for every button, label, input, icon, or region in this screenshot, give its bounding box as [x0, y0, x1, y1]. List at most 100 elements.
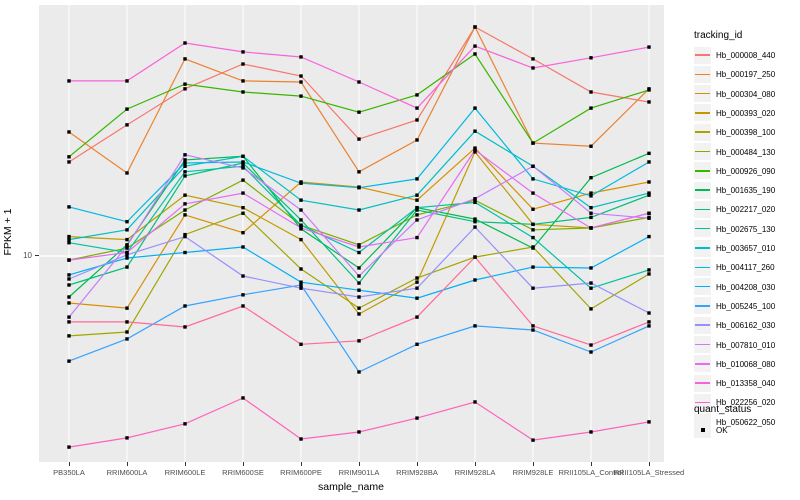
data-point — [531, 222, 535, 227]
data-point — [415, 218, 419, 222]
data-point — [473, 25, 477, 29]
data-point — [415, 416, 419, 420]
data-point — [299, 286, 303, 290]
data-point — [531, 246, 535, 250]
data-point — [415, 198, 419, 202]
data-point — [473, 197, 477, 201]
data-point — [241, 166, 245, 170]
data-point — [357, 110, 361, 114]
data-point — [531, 438, 535, 442]
data-point — [647, 324, 651, 328]
legend-key-swatch — [694, 85, 711, 103]
data-point — [357, 312, 361, 316]
data-point — [67, 301, 71, 305]
data-point — [125, 171, 129, 175]
data-point — [647, 100, 651, 104]
data-point — [183, 57, 187, 61]
data-point — [589, 226, 593, 230]
data-point — [647, 272, 651, 276]
data-point — [67, 155, 71, 159]
x-tick-label-RRIM600PE: RRIM600PE — [280, 468, 322, 477]
data-point — [473, 150, 477, 154]
x-tick-label-RRIM600LE: RRIM600LE — [164, 468, 206, 477]
data-point — [299, 55, 303, 59]
x-tick-label-RRIM600LA: RRIM600LA — [106, 468, 148, 477]
legend-line-sample — [695, 266, 710, 269]
data-point — [125, 306, 129, 310]
data-point — [415, 106, 419, 110]
data-point — [473, 200, 477, 205]
data-point — [241, 90, 245, 94]
data-point — [647, 180, 651, 184]
data-point — [299, 80, 303, 84]
data-point — [531, 57, 535, 61]
data-point — [299, 198, 303, 202]
legend-item-label: Hb_000197_250 — [716, 70, 776, 80]
data-point — [531, 164, 535, 168]
data-point — [357, 339, 361, 343]
legend-item-label: Hb_000304_080 — [716, 89, 776, 99]
data-point — [647, 420, 651, 424]
data-point — [183, 304, 187, 308]
legend-title-quant-status: quant_status — [694, 404, 752, 415]
x-tick-label-RRIM901LA: RRIM901LA — [338, 468, 380, 477]
data-point — [299, 181, 303, 185]
data-point — [589, 211, 593, 215]
legend-line-sample — [695, 150, 710, 153]
x-tick-mark — [69, 462, 70, 466]
legend-item-label: Hb_010068_080 — [716, 359, 776, 369]
legend-key-swatch — [694, 278, 711, 296]
legend-item-label: Hb_004208_030 — [716, 282, 776, 292]
data-point — [299, 237, 303, 242]
data-point — [589, 430, 593, 434]
legend-key-swatch — [694, 220, 711, 238]
data-point — [647, 160, 651, 164]
x-tick-label-RRIM600SE: RRIM600SE — [222, 468, 264, 477]
x-tick-label-PB350LA: PB350LA — [53, 468, 85, 477]
x-tick-label-RRIM928LA: RRIM928LA — [454, 468, 496, 477]
legend-line-sample — [695, 343, 710, 346]
data-point — [241, 230, 245, 235]
data-point — [415, 280, 419, 284]
data-point — [473, 217, 477, 221]
data-point — [299, 218, 303, 222]
data-point — [415, 177, 419, 181]
data-point — [589, 343, 593, 347]
legend-key-swatch — [694, 143, 711, 160]
data-point — [183, 41, 187, 45]
legend-line-sample — [695, 170, 710, 172]
data-point — [589, 350, 593, 354]
x-tick-mark — [301, 462, 302, 466]
legend-line-sample — [695, 305, 710, 307]
data-point — [67, 277, 71, 281]
data-point — [647, 216, 651, 220]
legend-key-swatch — [694, 181, 711, 199]
data-point — [357, 266, 361, 270]
data-point — [531, 141, 535, 145]
data-point — [67, 130, 71, 134]
data-point — [589, 175, 593, 180]
plot-panel — [39, 5, 664, 462]
data-point — [241, 245, 245, 249]
data-point — [589, 90, 593, 94]
data-point — [589, 56, 593, 60]
data-point — [473, 324, 477, 328]
data-point — [647, 311, 651, 315]
data-point — [183, 164, 187, 168]
data-point — [67, 258, 71, 262]
data-point — [357, 250, 361, 255]
data-point — [473, 225, 477, 229]
x-tick-label-RRII105LA_Control: RRII105LA_Control — [558, 468, 624, 477]
data-point — [183, 234, 187, 239]
data-point — [415, 235, 419, 240]
legend-item-label: Hb_022256_020 — [716, 398, 776, 408]
data-point — [183, 82, 187, 86]
data-point — [473, 44, 477, 48]
data-point — [589, 286, 593, 290]
data-point — [415, 315, 419, 319]
data-point — [125, 250, 129, 255]
data-point — [357, 80, 361, 84]
data-point — [647, 268, 651, 272]
data-point — [299, 94, 303, 98]
data-point — [531, 235, 535, 240]
